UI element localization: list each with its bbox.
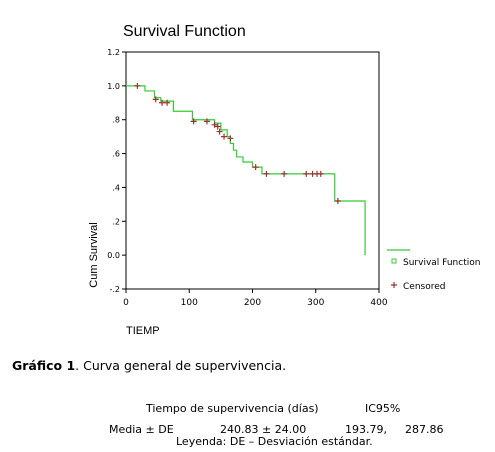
y-tick-label: .8 (112, 116, 120, 125)
censored-marker (164, 99, 171, 106)
censored-marker (317, 170, 324, 177)
figure-caption: Gráfico 1. Curva general de supervivenci… (12, 358, 286, 373)
stats-ci-low: 193.79, (345, 423, 387, 436)
stats-header-right: IC95% (365, 402, 401, 415)
censored-marker (252, 164, 259, 171)
censored-marker (263, 170, 270, 177)
censored-marker (216, 128, 223, 135)
survival-chart: Survival Function 0 100 200 300 400 1.2 1.0 .8.… (88, 23, 480, 337)
y-tick-label: .6 (112, 150, 120, 159)
x-tick-label: 0 (123, 298, 129, 308)
stats-legend-note: Leyenda: DE – Desviación estándar. (176, 435, 373, 448)
censored-marker (303, 170, 310, 177)
censored-marker (281, 170, 288, 177)
x-axis-label: TIEMP (126, 325, 160, 337)
censored-marker (227, 135, 234, 142)
legend-cross-swatch (391, 282, 397, 288)
censored-marker (134, 82, 141, 89)
censored-marker (214, 123, 221, 130)
x-tick-label: 100 (181, 298, 198, 308)
plot-frame (125, 51, 380, 290)
censored-marker (159, 99, 166, 106)
censored-marker (211, 121, 218, 128)
y-tick-label: 0.0 (107, 251, 120, 260)
censored-marker (334, 197, 341, 204)
y-tick-label: .4 (112, 183, 120, 192)
x-tick-label: 400 (370, 298, 387, 308)
stats-header-left: Tiempo de supervivencia (días) (146, 402, 319, 415)
x-tick-label: 200 (244, 298, 261, 308)
y-tick-label: -.2 (109, 285, 120, 294)
chart-title: Survival Function (123, 23, 246, 40)
figure-caption-text: . Curva general de supervivencia. (75, 358, 287, 373)
stats-ci-high: 287.86 (405, 423, 444, 436)
censored-marker (221, 133, 228, 140)
survival-step-line (126, 85, 366, 256)
legend-label-survival: Survival Function (403, 258, 480, 268)
censored-marker (190, 118, 197, 125)
y-tick-label: .2 (112, 217, 120, 226)
figure-caption-label: Gráfico 1 (12, 358, 76, 373)
stats-row-value: 240.83 ± 24.00 (220, 423, 307, 436)
legend-label-censored: Censored (403, 282, 445, 292)
y-tick-label: 1.0 (107, 82, 120, 91)
censored-marker (203, 118, 210, 125)
series-layer (126, 82, 366, 256)
axis-ticks: 0 100 200 300 400 1.2 1.0 .8 .6 .4 .2 0.0 -.2 (107, 48, 388, 308)
legend: Survival Function Censored (387, 249, 480, 292)
x-tick-label: 300 (307, 298, 324, 308)
stats-row-label: Media ± DE (109, 423, 174, 436)
legend-square-swatch (391, 258, 397, 264)
censored-marker (152, 96, 159, 103)
y-axis-label: Cum Survival (88, 222, 100, 287)
y-tick-label: 1.2 (107, 48, 120, 57)
